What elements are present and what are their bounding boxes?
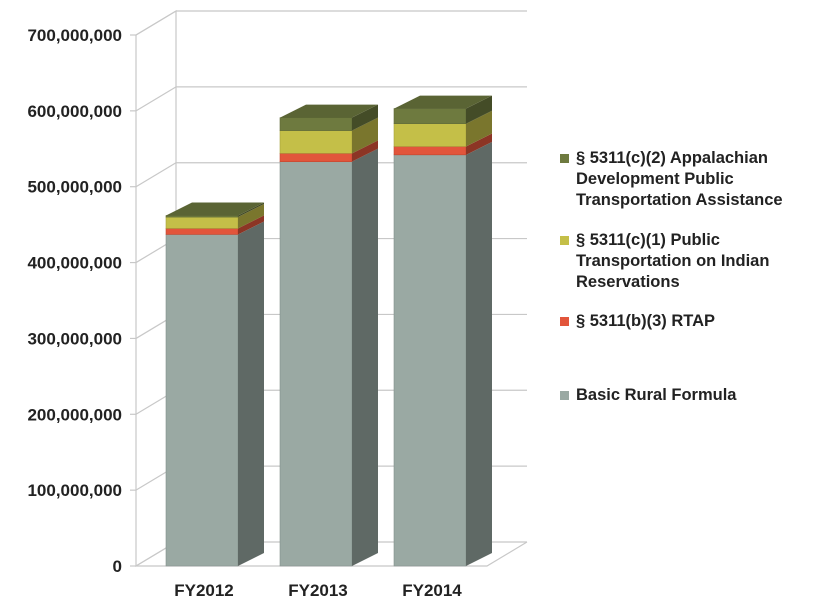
bar-side-face (352, 117, 378, 154)
bar-side-face (238, 215, 264, 235)
bar-top-face (394, 95, 492, 109)
bar-segment (279, 104, 378, 131)
y-tick-label: 700,000,000 (27, 26, 122, 45)
gridline-depth (135, 86, 177, 112)
bar-side-face (352, 148, 378, 566)
bar-segment (393, 110, 492, 147)
y-tick-label: 300,000,000 (27, 329, 122, 348)
legend-label: § 5311(c)(2) Appalachian Development Pub… (576, 149, 783, 209)
bar-side-face (238, 202, 264, 218)
gridline-depth (135, 10, 177, 36)
bar-segment (279, 117, 378, 154)
bar-side-face (466, 110, 492, 147)
y-tick-label: 600,000,000 (27, 102, 122, 121)
y-axis-ticks: 0 100,000,000 200,000,000 300,000,000 400,00… (27, 26, 122, 576)
y-tick-label: 200,000,000 (27, 405, 122, 424)
x-tick-label: FY2014 (402, 581, 462, 600)
bar-side-face (466, 141, 492, 566)
y-tick-label: 100,000,000 (27, 481, 122, 500)
bar-front-face (393, 146, 467, 156)
bar-side-face (238, 204, 264, 229)
bar-top-face (280, 104, 378, 118)
bar-segment (393, 141, 492, 567)
legend-label: § 5311(b)(3) RTAP (576, 312, 716, 330)
bar-front-face (165, 215, 239, 218)
bar-side-face (352, 140, 378, 162)
bar-side-face (238, 221, 264, 567)
legend-item: § 5311(c)(1) Public Transportation on In… (560, 230, 808, 293)
bar-front-face (165, 234, 239, 567)
bar-segment (165, 221, 264, 567)
bar-side-face (352, 104, 378, 131)
bar-segment (165, 202, 264, 218)
bar-front-face (279, 153, 353, 162)
bar-front-face (279, 161, 353, 567)
bar-segment (393, 95, 492, 125)
bar-front-face (393, 108, 467, 125)
bar-side-face (466, 133, 492, 155)
legend-item: § 5311(c)(2) Appalachian Development Pub… (560, 148, 808, 211)
legend-swatch (560, 391, 569, 400)
x-tick-label: FY2012 (174, 581, 234, 600)
bars (165, 95, 492, 567)
bar-front-face (393, 123, 467, 147)
bar-top-face (166, 202, 264, 216)
bar-front-face (279, 117, 353, 131)
bar-front-face (393, 154, 467, 567)
legend-swatch (560, 317, 569, 326)
legend-swatch (560, 236, 569, 245)
y-tick-label: 0 (113, 557, 122, 576)
y-tick-label: 400,000,000 (27, 254, 122, 273)
bar-segment (279, 140, 378, 162)
legend-swatch (560, 154, 569, 163)
x-axis-ticks: FY2012 FY2013 FY2014 (174, 581, 462, 600)
floor-edge (136, 541, 528, 567)
bar-side-face (466, 95, 492, 124)
legend-item: Basic Rural Formula (560, 385, 808, 406)
y-tick-label: 500,000,000 (27, 178, 122, 197)
gridline-depth (135, 162, 177, 188)
x-tick-label: FY2013 (288, 581, 348, 600)
bar-segment (279, 148, 378, 567)
legend-item: § 5311(b)(3) RTAP (560, 311, 808, 332)
legend-label: Basic Rural Formula (576, 386, 737, 404)
bar-front-face (165, 216, 239, 229)
legend-label: § 5311(c)(1) Public Transportation on In… (576, 231, 770, 291)
bar-front-face (279, 130, 353, 154)
bar-front-face (165, 228, 239, 235)
